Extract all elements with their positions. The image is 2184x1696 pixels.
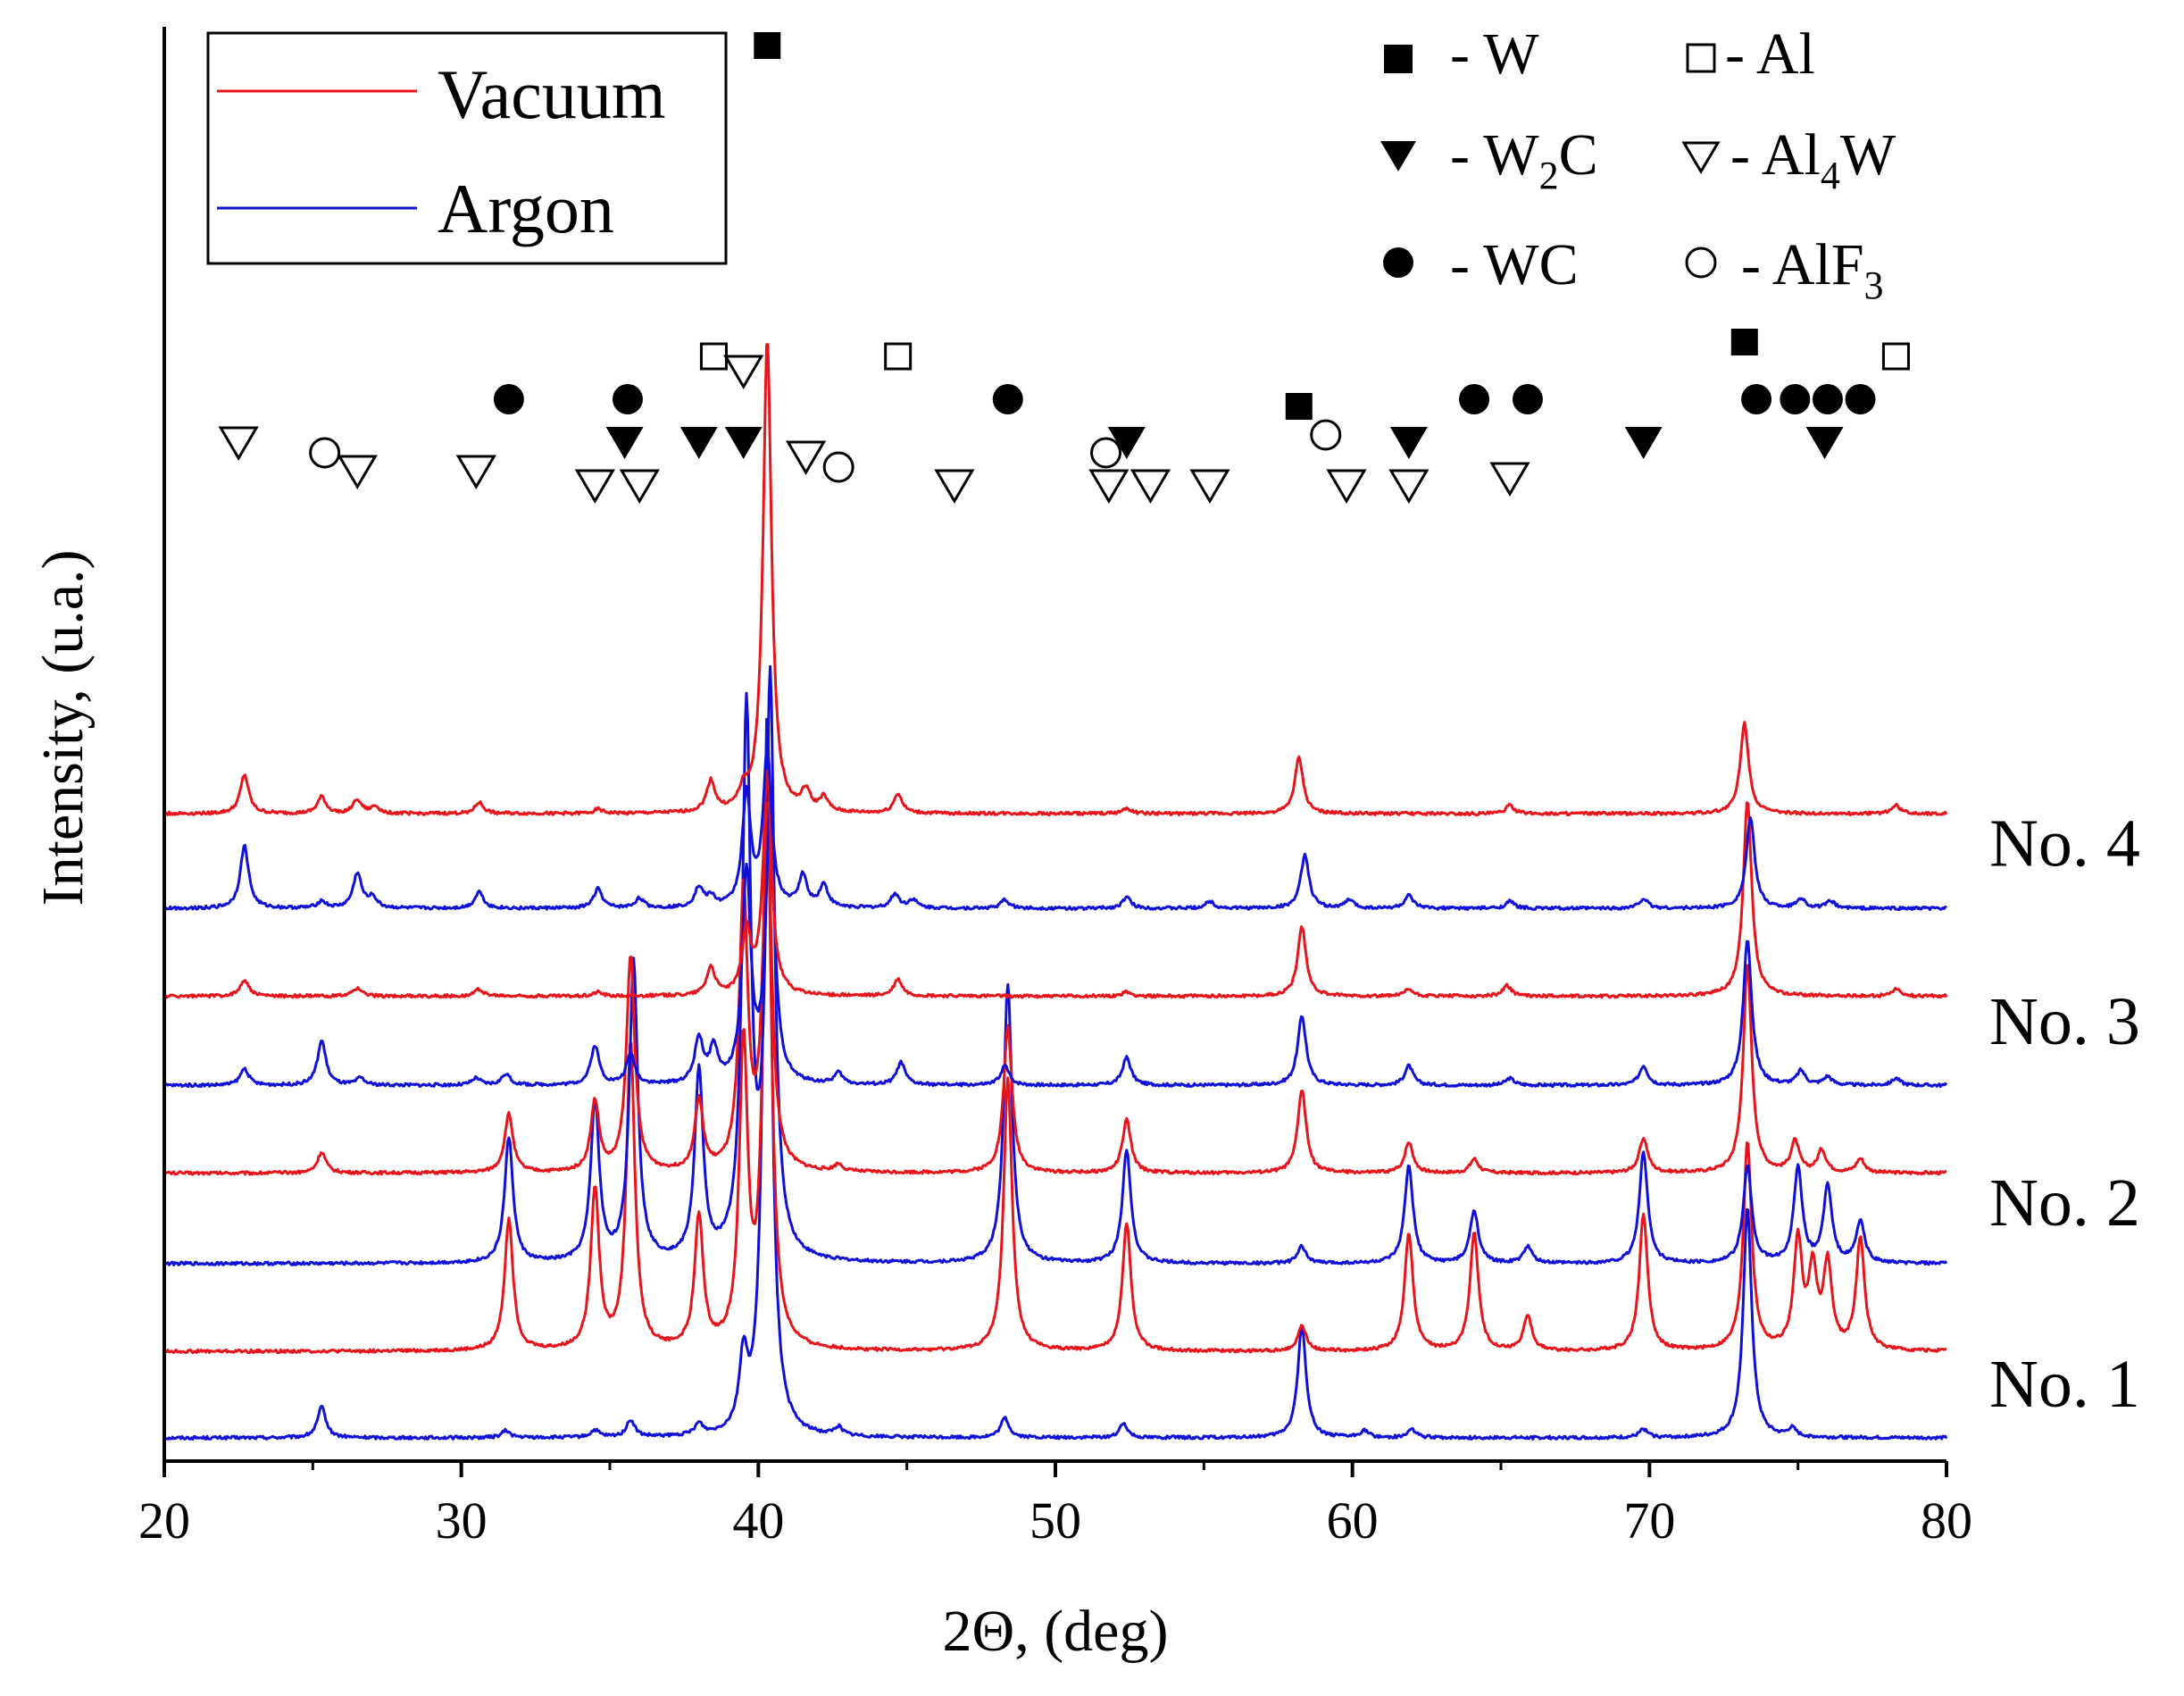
x-tick-label: 80 <box>1921 1491 1972 1550</box>
legend-w2c-triangle-icon <box>1380 141 1416 171</box>
phase-marker-al4w <box>934 469 975 504</box>
phase-marker-al <box>884 342 913 371</box>
phase-marker-al4w <box>1388 469 1430 504</box>
legend-frame <box>206 31 728 265</box>
phase-marker-alf3 <box>822 451 854 483</box>
phase-marker-wc <box>1741 384 1772 414</box>
phase-marker-w2c <box>1389 427 1428 459</box>
phase-marker-al4w <box>1489 462 1530 497</box>
legend-label-argon: Argon <box>438 170 614 247</box>
phase-legend: - W - Al - W2C - Al4W - WC - AlF3 <box>1380 21 1896 307</box>
phase-marker-al4w <box>1130 469 1171 504</box>
x-tick-label: 50 <box>1029 1491 1081 1550</box>
y-axis-title: Intensity, (u.a.) <box>30 550 96 906</box>
phase-marker-al <box>699 342 728 371</box>
legend-w2c-label: - W2C <box>1450 122 1598 197</box>
x-tick-label: 30 <box>436 1491 488 1550</box>
sample-label-no1: No. 1 <box>1989 1347 2140 1422</box>
x-tick-label: 60 <box>1327 1491 1379 1550</box>
phase-marker-wc <box>992 384 1023 414</box>
legend-al4w-label: - Al4W <box>1730 122 1896 197</box>
legend-label-vacuum: Vacuum <box>438 55 666 133</box>
phase-marker-alf3 <box>1090 437 1122 469</box>
phase-marker-wc <box>1459 384 1490 414</box>
legend-wc-circle-icon <box>1383 247 1413 278</box>
legend-al-label: - Al <box>1725 21 1815 87</box>
sample-label-no3: No. 3 <box>1989 984 2140 1059</box>
legend-wc-label: - WC <box>1450 232 1579 297</box>
legend-w-square-icon <box>1384 45 1413 73</box>
series-line <box>163 769 1948 999</box>
phase-marker-w <box>1730 329 1758 355</box>
phase-marker-w2c <box>1107 427 1146 459</box>
phase-marker-al4w <box>785 440 827 475</box>
phase-marker-al4w <box>1189 469 1230 504</box>
phase-marker-wc <box>1845 384 1876 414</box>
series-line <box>163 747 1947 912</box>
sample-label-no2: No. 2 <box>1989 1165 2140 1241</box>
phase-marker-w <box>754 32 781 59</box>
legend-alf3-circle-icon <box>1685 246 1717 279</box>
phase-marker-al4w <box>619 469 660 504</box>
phase-marker-w2c <box>1624 427 1663 459</box>
phase-marker-alf3 <box>1310 419 1342 451</box>
phase-marker-al4w <box>218 426 259 461</box>
sample-label-no4: No. 4 <box>1989 806 2140 881</box>
phase-marker-w2c <box>724 427 763 459</box>
legend-w-label: - W <box>1450 21 1539 87</box>
x-axis-title: 2Θ, (deg) <box>943 1599 1169 1664</box>
series-line <box>163 797 1948 1089</box>
phase-markers <box>218 32 1910 504</box>
phase-marker-wc <box>1780 384 1811 414</box>
phase-marker-al4w <box>455 455 496 489</box>
phase-marker-wc <box>493 384 524 414</box>
phase-marker-al4w <box>1088 469 1130 504</box>
series-line <box>163 798 1947 1355</box>
series-line <box>163 343 1948 817</box>
x-tick-label: 20 <box>138 1491 190 1550</box>
x-tick-label: 70 <box>1623 1491 1675 1550</box>
series-legend: Vacuum Argon <box>206 31 728 265</box>
series-layer <box>163 343 1948 1441</box>
series-line <box>163 801 1947 1176</box>
series-line <box>163 664 1948 1266</box>
legend-al4w-triangle-icon <box>1681 141 1721 174</box>
phase-marker-w2c <box>605 427 644 459</box>
x-tick-label: 40 <box>732 1491 784 1550</box>
phase-marker-al <box>1881 342 1910 371</box>
phase-marker-wc <box>612 384 643 414</box>
legend-alf3-label: - AlF3 <box>1741 232 1884 307</box>
x-axis-ticks: 20 30 40 50 60 70 80 <box>138 1461 1972 1550</box>
legend-al-square-icon <box>1686 43 1716 73</box>
phase-marker-al4w <box>1326 469 1367 504</box>
phase-marker-wc <box>1812 384 1843 414</box>
phase-marker-alf3 <box>309 437 341 469</box>
series-line <box>163 717 1948 1441</box>
phase-marker-al4w <box>723 355 764 389</box>
phase-marker-al4w <box>337 455 378 489</box>
phase-marker-w2c <box>679 427 718 459</box>
phase-marker-w2c <box>1805 427 1844 459</box>
phase-marker-wc <box>1512 384 1543 414</box>
phase-marker-w <box>1285 393 1313 420</box>
phase-marker-al4w <box>574 469 615 504</box>
